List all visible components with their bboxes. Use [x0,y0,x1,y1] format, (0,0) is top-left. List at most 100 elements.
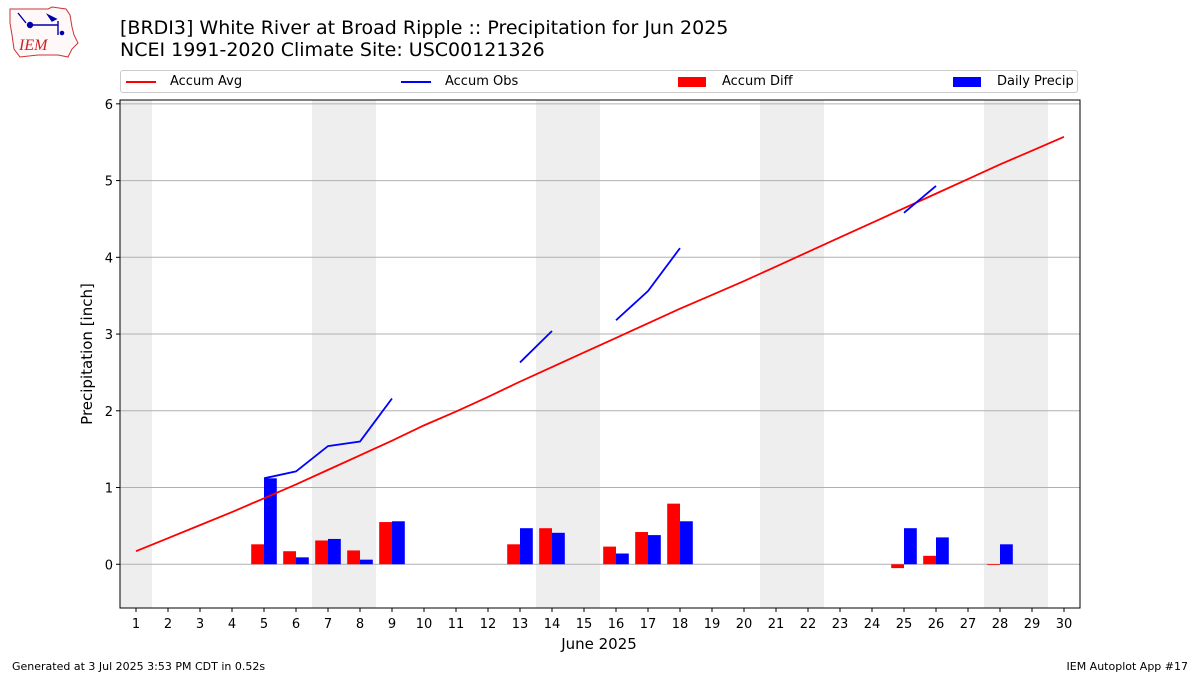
footer-app: IEM Autoplot App #17 [1066,660,1189,673]
iem-logo: IEM [9,6,79,58]
series-lines [135,136,1065,553]
accum-diff-bar [891,564,904,569]
x-tick-label: 26 [928,617,945,632]
daily-precip-bar [264,478,277,565]
x-tick-label: 1 [132,617,140,632]
x-tick-label: 7 [324,617,332,632]
y-tick-label: 0 [105,558,113,573]
x-tick-label: 16 [608,617,625,632]
x-tick-label: 21 [768,617,785,632]
x-tick-label: 3 [196,617,204,632]
accum-diff-bar [379,522,392,565]
daily-precip-bar [1000,544,1013,565]
accum-diff-bar [315,540,328,565]
daily-precip-bar [296,557,309,565]
x-tick-label: 17 [640,617,657,632]
x-tick-label: 6 [292,617,300,632]
y-tick-label: 1 [105,482,113,497]
x-tick-label: 29 [1024,617,1041,632]
chart-subtitle: NCEI 1991-2020 Climate Site: USC00121326 [120,39,545,61]
legend-label: Accum Avg [170,74,243,89]
legend: Accum Avg Accum Obs Accum Diff Daily Pre… [120,70,1078,93]
y-tick-label: 6 [105,98,113,113]
x-tick-label: 18 [672,617,689,632]
accum-diff-bar [347,550,360,565]
x-tick-label: 20 [736,617,753,632]
y-tick-label: 4 [105,251,113,266]
x-tick-label: 23 [832,617,849,632]
weather-station-icon [17,12,65,36]
legend-label: Daily Precip [997,74,1074,89]
accum-diff-bar [539,528,552,565]
x-tick-label: 28 [992,617,1009,632]
daily-precip-bar [360,559,373,565]
x-tick-label: 27 [960,617,977,632]
x-tick-label: 13 [512,617,529,632]
accum-diff-bar [987,564,1000,566]
daily-precip-bar [648,535,661,565]
daily-precip-bar [680,521,693,565]
accum-diff-bar [635,532,648,565]
legend-line-swatch [401,81,431,83]
y-tick-label: 5 [105,175,113,190]
y-tick-label: 3 [105,328,113,343]
bars [251,478,1013,569]
legend-line-swatch [126,81,156,83]
x-tick-label: 10 [416,617,433,632]
x-tick-label: 5 [260,617,268,632]
accum-diff-bar [603,546,616,565]
x-tick-label: 19 [704,617,721,632]
legend-bar-swatch [953,77,981,87]
logo-text: IEM [18,37,49,54]
footer-generated: Generated at 3 Jul 2025 3:53 PM CDT in 0… [12,660,266,673]
weekend-band [536,100,600,608]
daily-precip-bar [616,553,629,565]
accum-diff-bar [507,544,520,565]
daily-precip-bar [904,528,917,565]
x-tick-label: 12 [480,617,497,632]
accum-diff-bar [667,503,680,565]
x-tick-label: 15 [576,617,593,632]
accum-avg-line [135,136,1065,553]
daily-precip-bar [392,521,405,565]
x-tick-label: 8 [356,617,364,632]
x-tick-label: 2 [164,617,172,632]
plot-frame [119,99,1081,609]
accum-obs-line [519,330,553,364]
grid-lines [120,103,1080,565]
legend-label: Accum Diff [722,74,793,89]
axes [116,99,1081,612]
x-axis-label: June 2025 [560,635,637,653]
x-tick-label: 9 [388,617,396,632]
y-tick-label: 2 [105,405,113,420]
x-tick-label: 14 [544,617,561,632]
weekend-bands [120,100,1048,608]
daily-precip-bar [552,532,565,565]
chart-title: [BRDI3] White River at Broad Ripple :: P… [120,17,729,39]
daily-precip-bar [936,537,949,565]
weekend-band [120,100,152,608]
x-tick-label: 22 [800,617,817,632]
accum-diff-bar [251,544,264,565]
x-tick-label: 24 [864,617,881,632]
state-outline-icon [9,6,79,58]
x-tick-label: 25 [896,617,913,632]
weekend-band [760,100,824,608]
accum-obs-line [903,185,937,214]
legend-bar-swatch [678,77,706,87]
daily-precip-bar [328,538,341,565]
accum-obs-line [263,397,393,480]
weekend-band [984,100,1048,608]
accum-diff-bar [283,551,296,565]
x-tick-label: 30 [1056,617,1073,632]
y-axis-label: Precipitation [inch] [78,283,96,425]
daily-precip-bar [520,528,533,565]
accum-diff-bar [923,555,936,565]
legend-label: Accum Obs [445,74,519,89]
x-tick-label: 4 [228,617,236,632]
weekend-band [312,100,376,608]
x-tick-label: 11 [448,617,465,632]
accum-obs-line [615,247,681,321]
